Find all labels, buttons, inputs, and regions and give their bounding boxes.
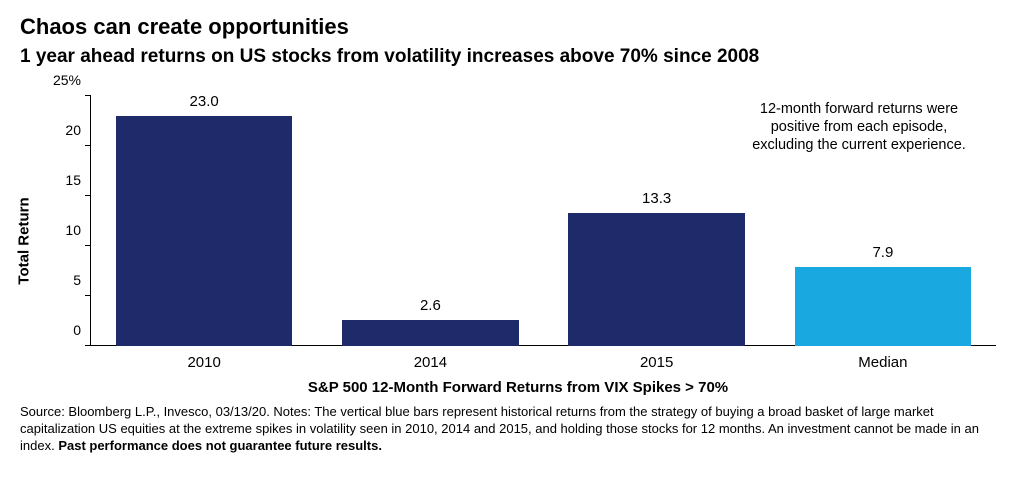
y-tick-label: 0: [73, 322, 81, 338]
x-tick-label: 2014: [414, 354, 447, 371]
bar-slot: 13.32015: [544, 96, 770, 346]
bar: 2.6: [342, 320, 518, 346]
x-tick-label: 2015: [640, 354, 673, 371]
source-footnote: Source: Bloomberg L.P., Invesco, 03/13/2…: [20, 404, 1006, 455]
chart-subtitle: 1 year ahead returns on US stocks from v…: [20, 46, 1006, 68]
y-axis-label: Total Return: [16, 197, 33, 284]
y-tick-label: 20: [65, 122, 81, 138]
bar-value-label: 13.3: [642, 190, 671, 207]
y-tick-label: 10: [65, 222, 81, 238]
footnote-bold: Past performance does not guarantee futu…: [58, 438, 382, 453]
y-tick-label: 15: [65, 172, 81, 188]
y-tick-label: 25%: [53, 72, 81, 88]
bar-slot: 23.02010: [91, 96, 317, 346]
x-tick-label: Median: [858, 354, 907, 371]
y-tick-label: 5: [73, 272, 81, 288]
bar-value-label: 2.6: [420, 297, 441, 314]
bar: 13.3: [568, 213, 744, 346]
bar-slot: 2.62014: [317, 96, 543, 346]
chart-annotation: 12-month forward returns were positive f…: [750, 100, 968, 154]
bar-value-label: 7.9: [872, 244, 893, 261]
bar: 23.0: [116, 116, 292, 346]
chart-container: Total Return 0510152025% 23.020102.62014…: [30, 86, 1006, 396]
x-tick-label: 2010: [187, 354, 220, 371]
chart-title: Chaos can create opportunities: [20, 14, 1006, 40]
x-axis-label: S&P 500 12-Month Forward Returns from VI…: [308, 379, 728, 396]
bar-value-label: 23.0: [190, 93, 219, 110]
bar: 7.9: [795, 267, 971, 346]
